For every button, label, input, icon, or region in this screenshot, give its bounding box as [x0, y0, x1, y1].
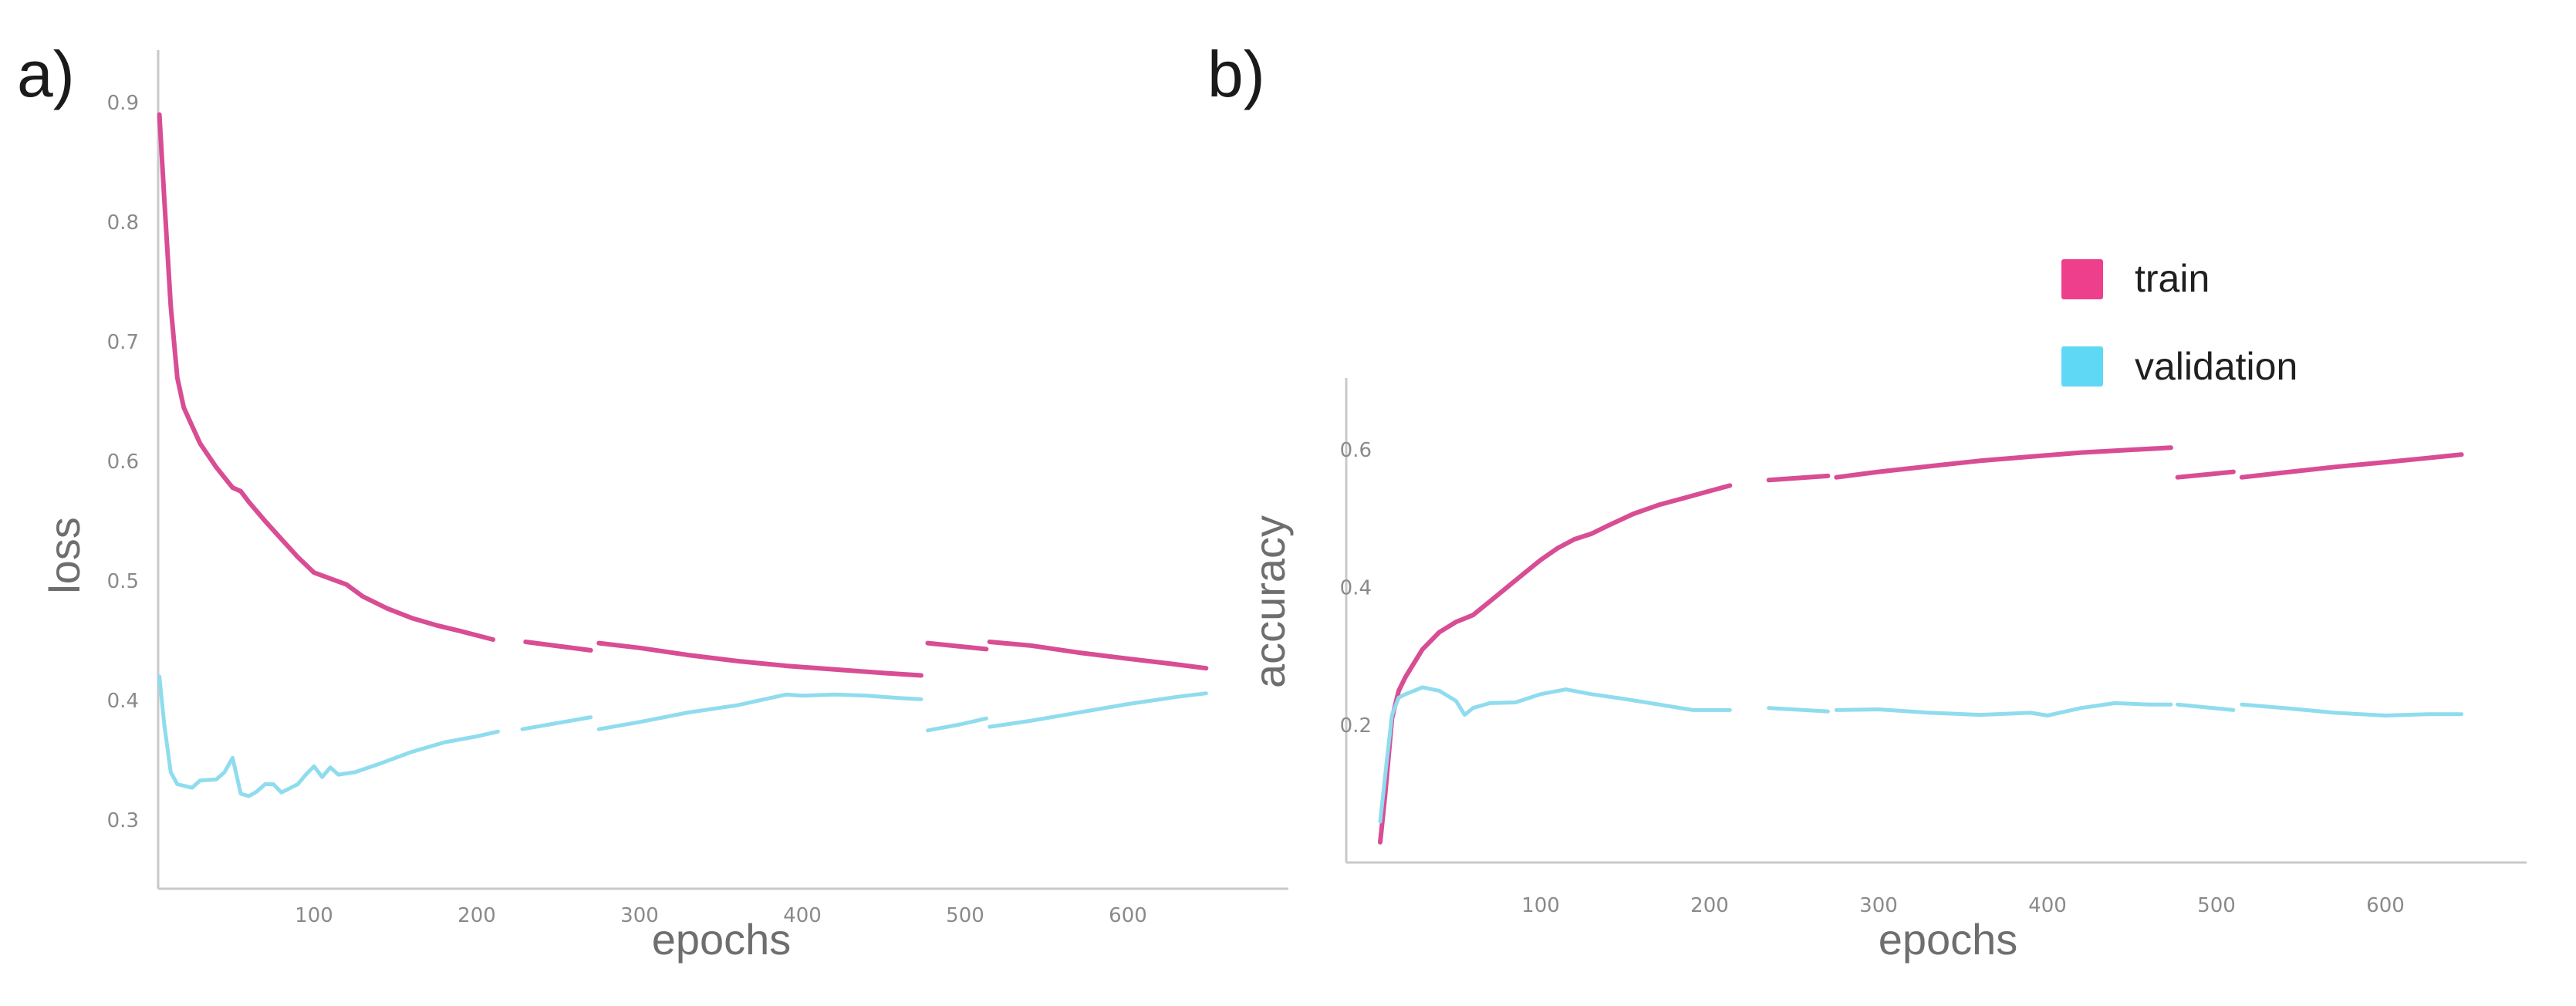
- legend: train validation: [2061, 257, 2297, 388]
- accuracy-series-validation: [1378, 685, 2464, 824]
- legend-item-train: train: [2061, 257, 2210, 300]
- loss-x-tick-label: 400: [783, 904, 822, 927]
- loss-y-tick-label: 0.4: [107, 690, 139, 713]
- accuracy-validation-line-segment: [1767, 706, 1830, 714]
- loss-x-tick-label: 500: [946, 904, 984, 927]
- loss-validation-line-segment: [926, 716, 988, 733]
- loss-y-tick-label: 0.6: [107, 451, 139, 474]
- loss-series-validation: [157, 674, 1208, 798]
- loss-x-tick-label: 300: [620, 904, 659, 927]
- legend-label-validation: validation: [2135, 345, 2297, 388]
- legend-swatch-train: [2061, 259, 2103, 299]
- accuracy-y-tick-label: 0.2: [1340, 714, 1372, 738]
- loss-y-tick-label: 0.7: [107, 331, 139, 354]
- loss-y-tick-label: 0.8: [107, 211, 139, 235]
- accuracy-x-tick-label: 100: [1521, 894, 1560, 917]
- loss-y-tick-label: 0.5: [107, 570, 139, 593]
- panel-label-a: a): [17, 38, 75, 110]
- loss-train-line-segment: [987, 640, 1209, 671]
- accuracy-x-tick-label: 300: [1859, 894, 1898, 917]
- loss-series-train: [157, 112, 1209, 678]
- accuracy-train-line-segment: [1378, 483, 1733, 845]
- accuracy-y-tick-label: 0.4: [1340, 577, 1372, 600]
- legend-item-validation: validation: [2061, 345, 2297, 388]
- accuracy-train-line-segment: [1766, 473, 1831, 483]
- panel-label-b: b): [1207, 38, 1265, 110]
- loss-x-axis-title: epochs: [652, 915, 792, 964]
- accuracy-series-train: [1378, 445, 2464, 845]
- accuracy-validation-line-segment: [1834, 700, 2173, 717]
- loss-train-line-segment: [596, 640, 923, 678]
- accuracy-train-line-segment: [2175, 469, 2236, 480]
- legend-label-train: train: [2135, 257, 2210, 300]
- loss-y-tick-label: 0.3: [107, 809, 139, 832]
- loss-train-line-segment: [157, 112, 496, 642]
- loss-validation-line-segment: [157, 674, 500, 798]
- loss-x-tick-label: 200: [457, 904, 496, 927]
- accuracy-y-axis-title: accuracy: [1245, 515, 1294, 688]
- loss-validation-line-segment: [988, 691, 1208, 729]
- accuracy-y-tick-label: 0.6: [1340, 439, 1372, 462]
- accuracy-chart: b) 0.2 0.4 0.6 100 200 300 400 500 600 accuracy…: [1207, 38, 2527, 964]
- accuracy-x-axis-title: epochs: [1879, 915, 2018, 964]
- loss-train-line-segment: [523, 640, 593, 653]
- loss-train-line-segment: [925, 640, 989, 652]
- accuracy-x-tick-label: 400: [2028, 894, 2067, 917]
- loss-chart: a) 0.3 0.4 0.5 0.6 0.7 0.8 0.9 100 200 300 400 500…: [17, 38, 1288, 964]
- accuracy-validation-line-segment: [2176, 702, 2236, 712]
- loss-x-tick-label: 100: [295, 904, 333, 927]
- loss-validation-line-segment: [520, 715, 593, 731]
- accuracy-validation-line-segment: [2240, 702, 2464, 717]
- loss-y-axis-title: loss: [40, 517, 89, 594]
- accuracy-train-line-segment: [1834, 445, 2173, 480]
- accuracy-validation-line-segment: [1378, 685, 1732, 824]
- loss-y-tick-label: 0.9: [107, 92, 139, 115]
- loss-validation-line-segment: [596, 692, 923, 731]
- accuracy-x-tick-label: 500: [2197, 894, 2236, 917]
- loss-x-tick-label: 600: [1109, 904, 1147, 927]
- accuracy-train-line-segment: [2239, 452, 2464, 480]
- accuracy-x-tick-label: 200: [1690, 894, 1729, 917]
- legend-swatch-validation: [2061, 346, 2103, 387]
- accuracy-x-tick-label: 600: [2366, 894, 2405, 917]
